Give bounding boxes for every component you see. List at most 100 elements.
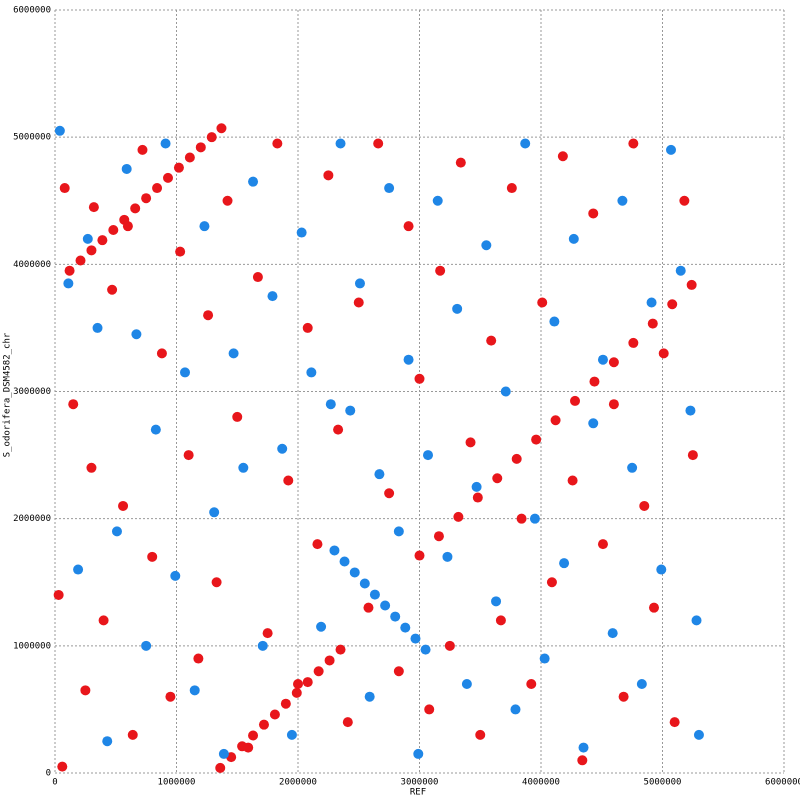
point [262, 628, 273, 639]
point [539, 653, 550, 664]
point [475, 729, 486, 740]
point [306, 367, 317, 378]
point [363, 602, 374, 613]
point [121, 163, 132, 174]
point [685, 405, 696, 416]
point [216, 123, 227, 134]
point [118, 500, 129, 511]
point [184, 152, 195, 163]
point [312, 539, 323, 550]
point [57, 761, 68, 772]
point [588, 418, 599, 429]
point [557, 151, 568, 162]
point [687, 450, 698, 461]
point [403, 221, 414, 232]
point [403, 354, 414, 365]
point [531, 434, 542, 445]
y-tick-label: 6000000 [13, 6, 51, 16]
point [486, 335, 497, 346]
point [491, 596, 502, 607]
point [617, 195, 628, 206]
point [432, 195, 443, 206]
x-tick-label: 5000000 [644, 778, 682, 788]
x-tick-label: 4000000 [522, 778, 560, 788]
point [550, 415, 561, 426]
point [199, 221, 210, 232]
point [150, 424, 161, 435]
point [465, 437, 476, 448]
point [130, 203, 141, 214]
point [420, 644, 431, 655]
point [280, 698, 291, 709]
point [228, 348, 239, 359]
point [537, 297, 548, 308]
point [97, 235, 108, 246]
y-tick-label: 5000000 [13, 133, 51, 143]
point [511, 453, 522, 464]
point [80, 685, 91, 696]
point [628, 138, 639, 149]
point [414, 550, 425, 561]
y-tick-label: 0 [46, 769, 51, 779]
point [108, 224, 119, 235]
point [607, 628, 618, 639]
point [433, 531, 444, 542]
point [86, 245, 97, 256]
point [86, 462, 97, 473]
point [335, 138, 346, 149]
point [669, 717, 680, 728]
point [435, 265, 446, 276]
point [209, 507, 220, 518]
point [413, 748, 424, 759]
point [54, 125, 65, 136]
point [333, 424, 344, 435]
point [277, 443, 288, 454]
point [170, 570, 181, 581]
point [195, 142, 206, 153]
point [68, 399, 79, 410]
point [354, 278, 365, 289]
x-tick-label: 2000000 [279, 778, 317, 788]
point [291, 687, 302, 698]
point [597, 354, 608, 365]
point [296, 227, 307, 238]
point [147, 551, 158, 562]
point [189, 685, 200, 696]
point [393, 666, 404, 677]
point [183, 450, 194, 461]
point [506, 183, 517, 194]
point [345, 405, 356, 416]
point [393, 526, 404, 537]
point [252, 272, 263, 283]
point [293, 678, 303, 689]
point [526, 678, 537, 689]
point [63, 278, 74, 289]
point [248, 176, 259, 187]
point [111, 526, 122, 537]
point [173, 162, 184, 173]
point [180, 367, 191, 378]
point [324, 655, 335, 666]
point [608, 399, 619, 410]
point [516, 513, 527, 524]
point [335, 644, 346, 655]
point [232, 411, 243, 422]
point [455, 157, 466, 168]
point [339, 556, 350, 567]
point [423, 450, 434, 461]
x-tick-label: 6000000 [765, 778, 800, 788]
point [559, 558, 570, 569]
point [567, 475, 578, 486]
y-axis-label: S_odorifera_DSM4582_chr [3, 332, 13, 457]
point [414, 373, 425, 384]
point [453, 511, 464, 522]
point [272, 138, 283, 149]
y-tick-label: 1000000 [13, 641, 51, 651]
point [424, 704, 435, 715]
x-axis-label: REF [410, 788, 426, 798]
point [675, 265, 686, 276]
point [570, 395, 581, 406]
point [122, 221, 133, 232]
point [628, 337, 639, 348]
